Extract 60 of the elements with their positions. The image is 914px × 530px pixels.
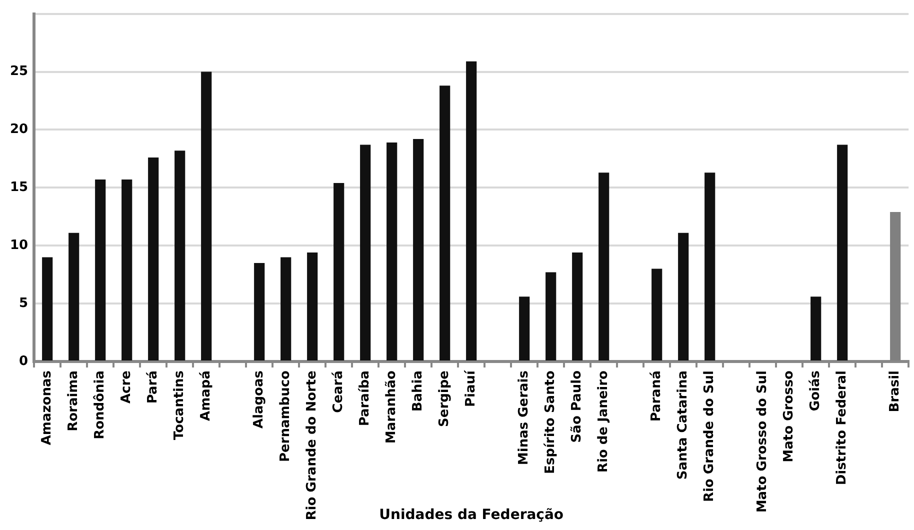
bar [280,257,292,361]
bar [386,142,398,361]
bar [42,257,53,361]
x-tick-label: Rio Grande do Norte [304,370,320,520]
x-tick-label: Amazonas [40,370,55,446]
x-tick-label: Distrito Federal [834,370,850,486]
bar [466,61,477,361]
x-tick-label: Piauí [464,368,479,407]
bar [334,183,344,361]
x-tick-label: Amapá [198,370,214,421]
bar [254,262,265,361]
x-tick-label: Goiás [808,370,824,412]
x-tick-label: Maranhão [384,370,400,444]
x-tick-label: Santa Catarina [676,370,691,480]
x-tick-label: Roraima [66,370,82,432]
x-tick-label: Brasil [888,370,903,412]
bar [174,150,186,361]
x-tick-label: Bahia [410,370,426,412]
x-axis-title: Unidades da Federação [379,507,564,524]
x-tick-label: São Paulo [570,370,585,443]
bar [440,86,450,361]
bar [572,252,583,361]
x-tick-label: Tocantins [172,370,188,440]
y-tick-label: 10 [10,238,28,253]
x-tick-label: Acre [119,370,134,404]
bar [413,138,424,361]
bar [546,272,556,361]
x-tick-label: Paraná [649,370,664,422]
bar [95,180,106,361]
bar [810,296,822,361]
bar [201,72,212,361]
bar [837,144,848,361]
y-tick-label: 15 [10,180,28,196]
x-tick-label: Espírito Santo [543,370,558,474]
x-tick-label: Alagoas [252,370,267,429]
bar [148,158,159,361]
bar [678,232,689,361]
x-tick-label: Minas Gerais [516,370,532,466]
bar [68,232,80,361]
bar [360,144,371,361]
y-tick-label: 0 [19,354,28,369]
bar [307,252,318,361]
y-tick-label: 25 [10,64,28,80]
x-tick-label: Pará [146,370,161,404]
bar [704,172,716,361]
x-tick-label: Rio Grande do Sul [702,370,718,502]
x-tick-label: Mato Grosso [782,370,797,462]
x-tick-label: Mato Grosso do Sul [755,370,770,513]
x-tick-label: Paraíba [358,370,373,426]
bar [598,172,610,361]
y-tick-label: 5 [19,296,28,311]
bar [652,268,662,361]
x-tick-label: Rio de Janeiro [596,370,612,473]
x-tick-label: Sergipe [437,370,452,427]
x-tick-label: Ceará [331,370,346,413]
y-tick-label: 20 [10,122,28,138]
bar [122,180,132,361]
x-tick-label: Rondônia [92,370,108,440]
bar [519,296,530,361]
x-tick-label: Pernambuco [278,370,294,462]
